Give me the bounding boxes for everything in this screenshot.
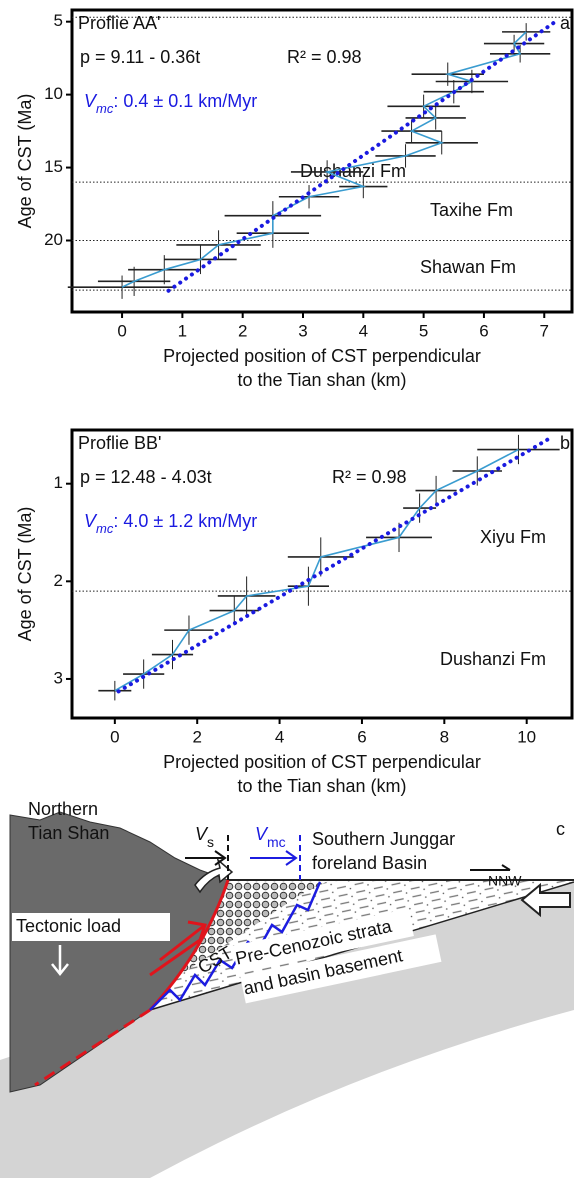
velocity-text: : 0.4 ± 0.1 km/Myr [113, 91, 257, 111]
fit-line [112, 437, 550, 696]
symbol: V [255, 824, 269, 844]
x-tick-label: 6 [357, 727, 366, 746]
x-tick-label: 4 [359, 321, 368, 340]
equation: p = 9.11 - 0.36t [80, 47, 200, 67]
diagram: Northern Tian Shan Vs Vmc Southern Jungg… [0, 799, 574, 1178]
y-tick-label: 10 [44, 84, 63, 103]
velocity-symbol: V [84, 511, 98, 531]
y-tick-label: 3 [54, 668, 63, 687]
x-tick-label: 3 [298, 321, 307, 340]
y-axis-label: Age of CST (Ma) [15, 507, 35, 642]
label: foreland Basin [312, 853, 427, 873]
formation-label: Dushanzi Fm [300, 161, 406, 181]
chart-title: Proflie AA' [78, 13, 160, 33]
subscript: s [207, 834, 214, 850]
label: Tectonic load [16, 916, 121, 936]
basement-bg [240, 934, 442, 1004]
x-axis-label: to the Tian shan (km) [237, 370, 406, 390]
y-tick-label: 5 [54, 11, 63, 30]
fault-buried [34, 1008, 151, 1087]
velocity-symbol: V [84, 91, 98, 111]
x-axis-label: Projected position of CST perpendicular [163, 346, 481, 366]
label: Tian Shan [28, 823, 109, 843]
x-tick-label: 2 [192, 727, 201, 746]
conglomerate [150, 880, 330, 1010]
plot-frame [70, 8, 574, 314]
data-line [121, 31, 527, 288]
x-tick-label: 7 [540, 321, 549, 340]
label: NNW [488, 873, 522, 889]
x-axis-label: to the Tian shan (km) [237, 776, 406, 796]
chart: 0 1 2 3 4 5 6 7 5 10 15 20 Projected position of CST… [15, 8, 574, 390]
load-arrow [51, 945, 69, 977]
x-tick-label: 10 [517, 727, 536, 746]
nnw-arrow [470, 864, 511, 871]
vs-arrow [185, 850, 227, 866]
basement-bg [232, 908, 414, 974]
thrust-arrow [149, 920, 207, 977]
r-squared: R² = 0.98 [287, 47, 362, 67]
velocity: Vmc: 0.4 ± 0.1 km/Myr [84, 91, 257, 116]
white-arrow-curve [194, 857, 234, 894]
x-tick-label: 4 [275, 727, 284, 746]
velocity: Vmc: 4.0 ± 1.2 km/Myr [84, 511, 257, 536]
plot-frame [70, 428, 574, 720]
symbol: V [195, 824, 209, 844]
x-tick-label: 1 [178, 321, 187, 340]
data-line [114, 448, 519, 692]
y-axis-label: Age of CST (Ma) [15, 94, 35, 229]
fit-line [165, 21, 556, 294]
formation-label: Shawan Fm [420, 257, 516, 277]
formation-label: Xiyu Fm [480, 527, 546, 547]
fault [148, 879, 230, 1012]
equation: p = 12.48 - 4.03t [80, 467, 212, 487]
load-bg [12, 913, 170, 941]
x-tick-label: 5 [419, 321, 428, 340]
x-tick-label: 0 [117, 321, 126, 340]
y-tick-label: 1 [54, 473, 63, 492]
formation-label: Dushanzi Fm [440, 649, 546, 669]
y-tick-label: 15 [44, 157, 63, 176]
chart-title: Proflie BB' [78, 433, 161, 453]
y-tick-label: 2 [54, 571, 63, 590]
x-tick-label: 2 [238, 321, 247, 340]
x-tick-label: 0 [110, 727, 119, 746]
velocity-subscript: mc [96, 101, 114, 116]
x-axis-label: Projected position of CST perpendicular [163, 752, 481, 772]
label: Southern Junggar [312, 829, 455, 849]
panel-letter: c [556, 819, 565, 839]
label: Northern [28, 799, 98, 819]
vmc-arrow [250, 850, 298, 866]
panel-letter: a [560, 13, 571, 33]
x-tick-label: 8 [440, 727, 449, 746]
velocity-text: : 4.0 ± 1.2 km/Myr [113, 511, 257, 531]
label: Vs [195, 824, 214, 850]
velocity-subscript: mc [96, 521, 114, 536]
y-tick-label: 20 [44, 230, 63, 249]
subscript: mc [267, 834, 286, 850]
formation-label: Taxihe Fm [430, 200, 513, 220]
panel-letter: b [560, 433, 570, 453]
hollow-arrow [520, 882, 571, 918]
r-squared: R² = 0.98 [332, 467, 407, 487]
x-tick-label: 6 [479, 321, 488, 340]
label: Vmc [255, 824, 286, 850]
